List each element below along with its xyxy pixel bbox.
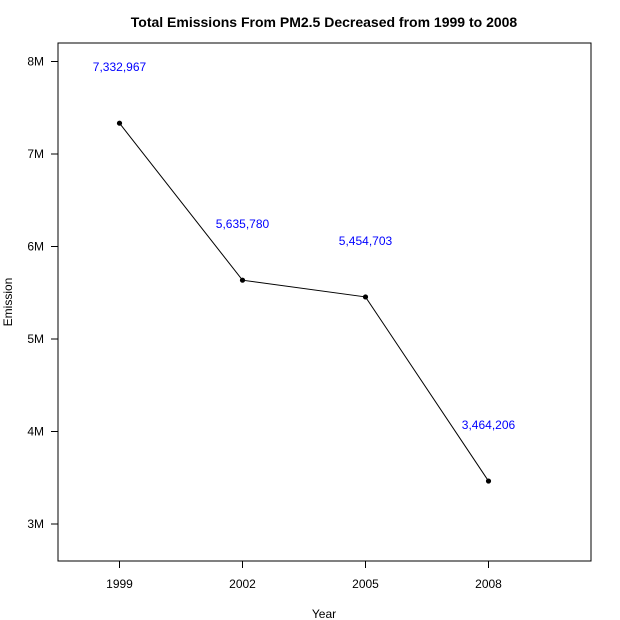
- x-tick-label: 1999: [106, 577, 133, 591]
- x-tick-label: 2008: [475, 577, 502, 591]
- x-tick-label: 2002: [229, 577, 256, 591]
- data-label: 5,635,780: [216, 217, 270, 231]
- data-point: [485, 478, 492, 484]
- plot-area-frame: [57, 42, 592, 562]
- chart-title: Total Emissions From PM2.5 Decreased fro…: [131, 14, 518, 30]
- data-point: [239, 277, 246, 283]
- data-label: 7,332,967: [93, 60, 147, 74]
- x-axis-label: Year: [312, 607, 336, 620]
- data-point: [116, 120, 123, 126]
- y-tick-label: 4M: [27, 425, 44, 439]
- series-emission: [116, 120, 492, 484]
- x-axis: 1999 2002 2005 2008: [106, 561, 502, 591]
- data-label: 5,454,703: [339, 234, 393, 248]
- series-line: [119, 122, 489, 482]
- data-labels: 7,332,967 5,635,780 5,454,703 3,464,206: [93, 60, 516, 432]
- data-point: [362, 294, 369, 300]
- data-label: 3,464,206: [462, 418, 516, 432]
- y-tick-label: 6M: [27, 240, 44, 254]
- x-tick-label: 2005: [352, 577, 379, 591]
- y-tick-label: 7M: [27, 147, 44, 161]
- y-tick-label: 5M: [27, 332, 44, 346]
- y-axis: 3M 4M 5M 6M 7M 8M: [27, 55, 58, 531]
- y-tick-label: 8M: [27, 55, 44, 69]
- y-axis-label: Emission: [1, 278, 15, 327]
- y-tick-label: 3M: [27, 517, 44, 531]
